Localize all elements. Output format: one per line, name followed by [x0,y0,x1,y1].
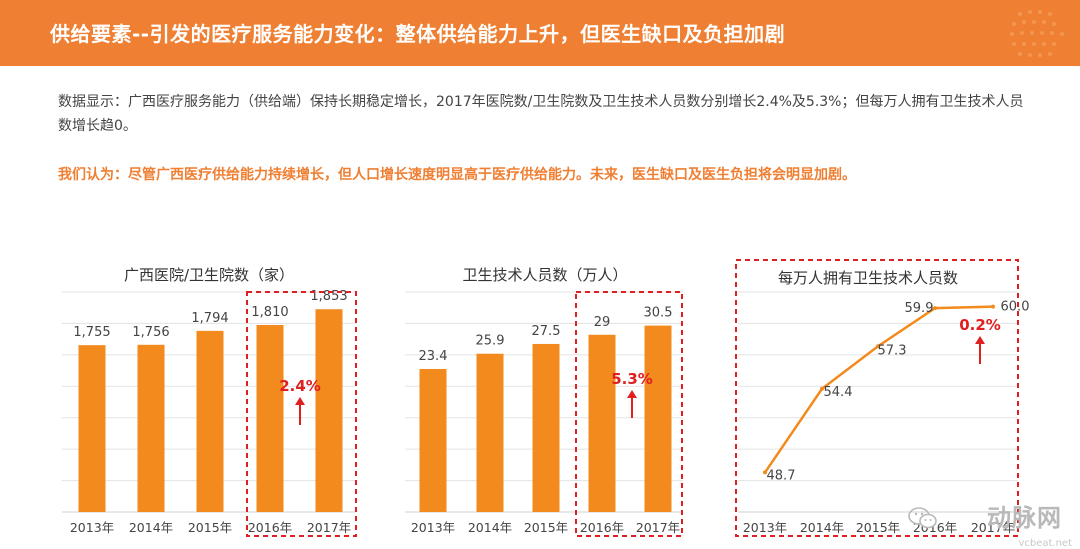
chart-2-point [820,386,824,391]
chart-1-data-label: 27.5 [532,324,561,339]
chart-1-bar [476,353,504,512]
chart-1-title: 卫生技术人员数（万人） [462,266,627,284]
watermark-url: vcbeat.net [1018,538,1072,549]
chart-2-growth-arrow-head [975,336,985,344]
chart-1-highlight-box [575,291,683,537]
watermark-logo: 动脉网 [987,504,1062,532]
chart-0-bar [315,309,343,512]
chart-1-tick-label: 2014年 [468,520,512,535]
chart-1-tick-label: 2013年 [411,520,455,535]
chart-0-tick-label: 2013年 [70,520,114,535]
chart-0-data-label: 1,755 [73,325,110,340]
chart-0-growth-arrow-head [295,397,305,405]
chart-2-data-label: 59.9 [905,301,934,316]
chart-2-data-label: 54.4 [824,385,853,400]
wechat-icon [908,507,937,529]
chart-0-tick-label: 2015年 [188,520,232,535]
chart-2-tick-label: 2013年 [743,520,787,535]
chart-2-data-label: 57.3 [878,343,907,358]
chart-2-point [763,470,767,475]
chart-1-data-label: 25.9 [476,334,505,349]
chart-0-tick-label: 2014年 [129,520,173,535]
chart-0-highlight-box [246,291,357,537]
chart-1-bar [588,334,616,512]
chart-2-highlight-box [735,259,1019,537]
chart-1-tick-label: 2017年 [636,520,680,535]
chart-0-data-label: 1,756 [132,325,169,340]
header-bar: 供给要素--引发的医疗服务能力变化：整体供给能力上升，但医生缺口及负担加剧 [0,0,1080,66]
chart-2-data-label: 60.0 [1001,300,1030,315]
chart-1-bar [644,325,672,512]
chart-0-tick-label: 2017年 [307,520,351,535]
opinion-text: 我们认为：尽管广西医疗供给能力持续增长，但人口增长速度明显高于医疗供给能力。未来… [58,167,856,183]
chart-1-growth-arrow-head [627,390,637,398]
chart-0-title: 广西医院/卫生院数（家） [124,266,294,284]
summary-text: 数据显示：广西医疗服务能力（供给端）保持长期稳定增长，2017年医院数/卫生院数… [58,94,1024,134]
chart-2-growth-label: 0.2% [959,316,1001,334]
chart-0-bar [78,345,106,512]
chart-1-tick-label: 2016年 [580,520,624,535]
page-title: 供给要素--引发的医疗服务能力变化：整体供给能力上升，但医生缺口及负担加剧 [50,22,786,46]
chart-1-bar [419,369,447,512]
chart-2-tick-label: 2015年 [856,520,900,535]
chart-1-data-label: 23.4 [419,349,448,364]
chart-0-growth-label: 2.4% [279,377,321,395]
chart-2-title: 每万人拥有卫生技术人员数 [778,269,958,287]
chart-0-bar [196,330,224,512]
chart-2-data-label: 48.7 [767,468,796,483]
chart-2-point [991,304,995,309]
chart-2-tick-label: 2014年 [800,520,844,535]
chart-0-tick-label: 2016年 [248,520,292,535]
chart-2-point [933,306,937,311]
chart-0-data-label: 1,810 [251,305,288,320]
chart-0-bar [256,325,284,512]
chart-2-tick-label: 2017年 [971,520,1015,535]
chart-1-data-label: 30.5 [644,306,673,321]
chart-0-bar [137,344,165,512]
chart-1-tick-label: 2015年 [524,520,568,535]
chart-1-bar [532,343,560,512]
chart-1-data-label: 29 [594,315,611,330]
chart-2-point [876,344,880,349]
chart-0-data-label: 1,794 [191,311,228,326]
chart-1-growth-label: 5.3% [611,370,653,388]
header-globe-decoration [1010,10,1064,57]
